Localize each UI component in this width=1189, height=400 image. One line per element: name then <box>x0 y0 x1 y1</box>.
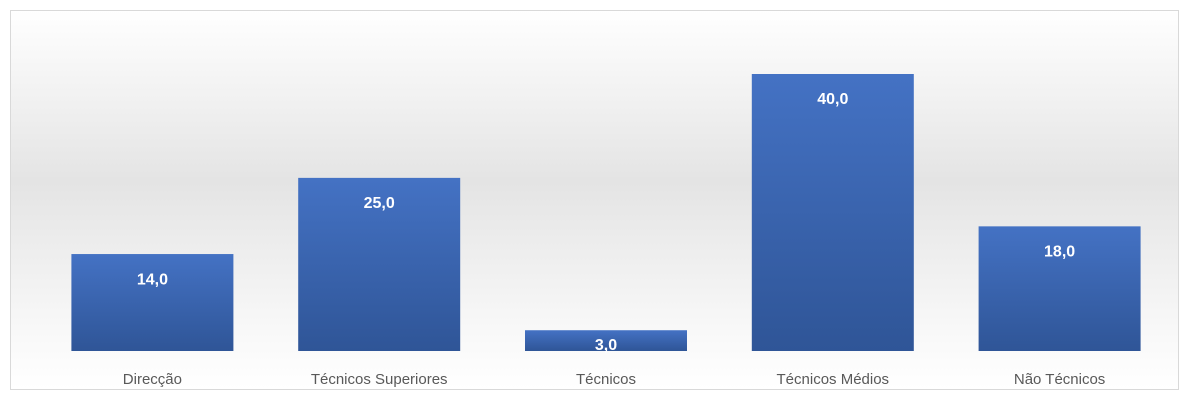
bar <box>298 177 461 351</box>
x-tick-label: Técnicos <box>576 371 636 388</box>
data-label: 14,0 <box>137 271 168 288</box>
x-tick-label: Não Técnicos <box>1014 371 1105 388</box>
bar <box>978 226 1141 351</box>
x-tick-label: Técnicos Superiores <box>311 371 448 388</box>
bar <box>525 330 687 351</box>
x-tick-label: Técnicos Médios <box>777 371 890 388</box>
data-label: 18,0 <box>1044 244 1075 261</box>
bar <box>751 74 914 351</box>
data-label: 25,0 <box>364 195 395 212</box>
bar <box>71 254 234 351</box>
data-label: 3,0 <box>595 337 617 354</box>
data-label: 40,0 <box>817 91 848 108</box>
x-tick-label: Direcção <box>123 371 182 388</box>
